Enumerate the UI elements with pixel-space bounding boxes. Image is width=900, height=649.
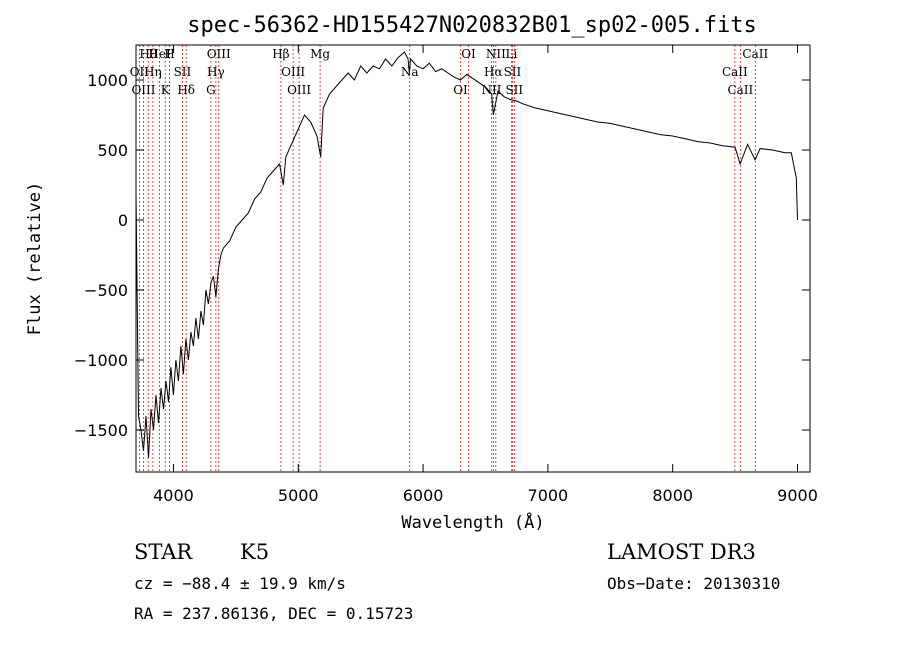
- line-marker-label: OIII: [281, 65, 305, 79]
- line-marker-label: CaII: [722, 65, 748, 79]
- line-marker-label: H: [164, 47, 174, 61]
- line-marker-label: Hδ: [177, 83, 195, 97]
- line-marker-label: OIII: [287, 83, 311, 97]
- survey-name: LAMOST DR3: [607, 540, 756, 564]
- plot-frame: [135, 44, 811, 473]
- x-tick-label: 7000: [528, 486, 569, 505]
- emission-line-labels: HθOIIOIIIHeIHηKHSIIHδOIIIHγGHβOIIIOIIIMg…: [130, 47, 769, 97]
- x-tick-label: 5000: [278, 486, 319, 505]
- y-axis: −1500 −1000 −500 0 500 1000: [74, 71, 810, 440]
- line-marker-label: SII: [505, 83, 523, 97]
- spectrum-chart: spec-56362-HD155427N020832B01_sp02-005.f…: [25, 13, 818, 533]
- line-marker-label: HeI: [148, 47, 171, 61]
- line-marker-label: K: [161, 83, 171, 97]
- line-marker-label: G: [206, 83, 216, 97]
- line-marker-label: Hβ: [272, 47, 289, 61]
- line-marker-label: Hγ: [207, 65, 225, 79]
- emission-line-markers: [138, 45, 756, 472]
- y-tick-label: 1000: [87, 71, 128, 90]
- line-marker-label: OI: [461, 47, 476, 61]
- line-marker-label: Hα: [484, 65, 503, 79]
- object-subclass: K5: [240, 540, 270, 564]
- y-tick-label: −1000: [74, 351, 128, 370]
- chart-title: spec-56362-HD155427N020832B01_sp02-005.f…: [187, 13, 757, 38]
- coordinates: RA = 237.86136, DEC = 0.15723: [134, 604, 414, 623]
- y-tick-label: 500: [97, 141, 128, 160]
- x-tick-label: 4000: [153, 486, 194, 505]
- line-marker-label: Li: [506, 47, 518, 61]
- redshift-cz: cz = −88.4 ± 19.9 km/s: [134, 574, 346, 593]
- line-marker-label: CaII: [742, 47, 768, 61]
- line-marker-label: SII: [504, 65, 522, 79]
- y-tick-label: 0: [118, 211, 128, 230]
- x-tick-label: 9000: [777, 486, 818, 505]
- x-axis: 4000 5000 6000 7000 8000 9000: [153, 45, 818, 505]
- line-marker-label: Hη: [144, 65, 162, 79]
- object-class: STAR: [134, 540, 193, 564]
- line-marker-label: Hθ: [139, 47, 157, 61]
- line-marker-label: Mg: [310, 47, 330, 61]
- line-marker-label: CaII: [727, 83, 753, 97]
- y-tick-label: −500: [84, 281, 128, 300]
- line-marker-label: SII: [174, 65, 192, 79]
- x-tick-label: 6000: [403, 486, 444, 505]
- x-axis-label: Wavelength (Å): [401, 511, 544, 533]
- line-marker-label: NII: [481, 83, 501, 97]
- obs-date: Obs−Date: 20130310: [607, 574, 781, 593]
- x-tick-label: 8000: [652, 486, 693, 505]
- line-marker-label: OI: [453, 83, 468, 97]
- y-axis-label: Flux (relative): [25, 182, 45, 336]
- spectrum-line: [135, 51, 798, 459]
- line-marker-label: OII: [130, 65, 150, 79]
- line-marker-label: OIII: [207, 47, 231, 61]
- line-marker-label: OIII: [131, 83, 155, 97]
- y-tick-label: −1500: [74, 421, 128, 440]
- line-marker-label: NII: [486, 47, 506, 61]
